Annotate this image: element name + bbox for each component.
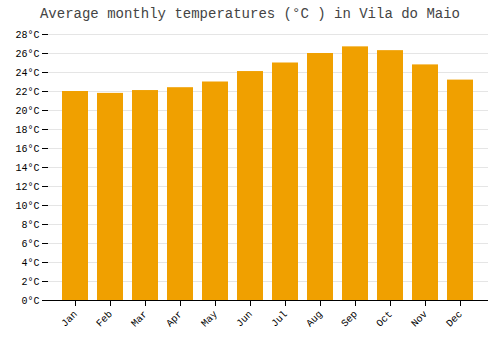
svg-text:26°C: 26°C bbox=[15, 49, 39, 60]
svg-text:12°C: 12°C bbox=[15, 182, 39, 193]
svg-text:18°C: 18°C bbox=[15, 125, 39, 136]
svg-text:4°C: 4°C bbox=[21, 258, 39, 269]
svg-text:16°C: 16°C bbox=[15, 144, 39, 155]
svg-text:Feb: Feb bbox=[94, 309, 115, 330]
svg-text:22°C: 22°C bbox=[15, 87, 39, 98]
svg-text:20°C: 20°C bbox=[15, 106, 39, 117]
svg-text:2°C: 2°C bbox=[21, 277, 39, 288]
svg-text:Jul: Jul bbox=[269, 309, 290, 330]
svg-text:Jun: Jun bbox=[234, 309, 255, 330]
svg-text:28°C: 28°C bbox=[15, 30, 39, 41]
svg-text:Jan: Jan bbox=[59, 309, 80, 330]
svg-text:Sep: Sep bbox=[339, 309, 360, 330]
svg-text:8°C: 8°C bbox=[21, 220, 39, 231]
svg-text:0°C: 0°C bbox=[21, 296, 39, 307]
svg-text:Nov: Nov bbox=[409, 309, 430, 330]
html-text:Average monthly temperatures (: Average monthly temperatures (°C ) in Vi… bbox=[40, 6, 460, 22]
svg-text:May: May bbox=[199, 309, 220, 330]
svg-text:14°C: 14°C bbox=[15, 163, 39, 174]
svg-text:Apr: Apr bbox=[164, 309, 185, 330]
svg-text:Aug: Aug bbox=[304, 309, 325, 330]
svg-text:Dec: Dec bbox=[444, 309, 465, 330]
svg-text:24°C: 24°C bbox=[15, 68, 39, 79]
svg-text:Mar: Mar bbox=[129, 309, 150, 330]
svg-text:Oct: Oct bbox=[374, 309, 395, 330]
svg-text:10°C: 10°C bbox=[15, 201, 39, 212]
svg-text:6°C: 6°C bbox=[21, 239, 39, 250]
